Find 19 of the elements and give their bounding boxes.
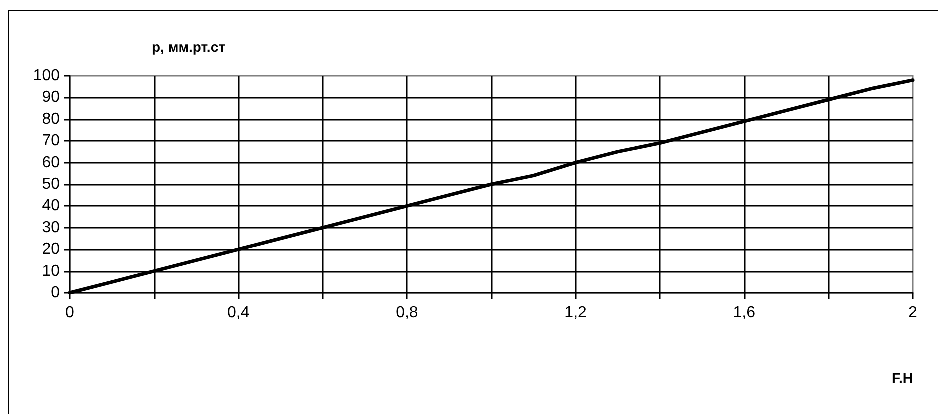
y-tick-label: 70 xyxy=(42,132,60,150)
y-tick-label: 10 xyxy=(42,262,60,280)
y-tick-label: 40 xyxy=(42,198,60,215)
y-tick-label: 0 xyxy=(51,284,60,302)
x-tick-label: 0,4 xyxy=(227,304,250,322)
x-tick-label: 1,2 xyxy=(564,304,588,322)
y-axis-title: р, мм.рт.ст xyxy=(152,39,226,55)
y-tick-label: 30 xyxy=(42,219,60,236)
y-tick-label: 20 xyxy=(42,241,60,258)
x-tick-label: 0,8 xyxy=(396,304,418,322)
y-tick-label: 90 xyxy=(42,89,60,106)
y-tick-label: 50 xyxy=(42,176,60,193)
x-tick-label: 0 xyxy=(66,304,75,322)
x-tick-label: 2 xyxy=(908,304,918,322)
y-tick-label: 100 xyxy=(33,68,60,84)
y-tick-label: 60 xyxy=(42,154,60,172)
x-axis-title: F.H xyxy=(892,370,913,386)
x-tick-label: 1,6 xyxy=(733,304,756,322)
y-tick-label: 80 xyxy=(42,110,60,128)
